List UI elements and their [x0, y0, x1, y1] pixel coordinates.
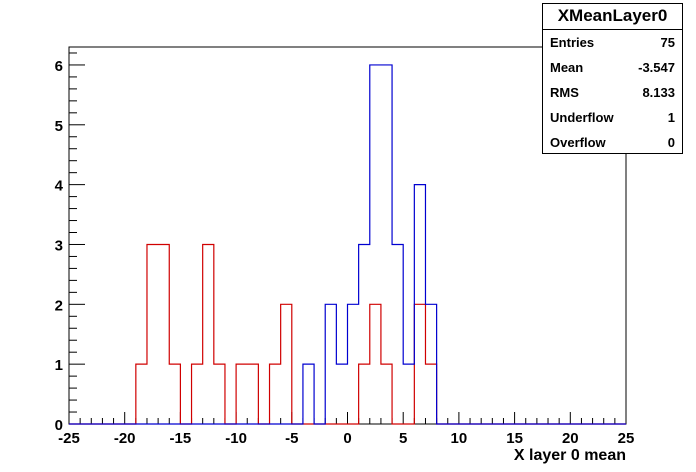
y-tick-label: 6 — [55, 58, 63, 75]
x-tick-label: 5 — [399, 430, 407, 447]
stats-label: Mean — [550, 60, 584, 75]
x-axis-label: X layer 0 mean — [514, 447, 626, 464]
x-tick-label: 25 — [618, 430, 635, 447]
y-tick-label: 1 — [55, 357, 63, 374]
stats-value: 75 — [660, 35, 675, 50]
stats-row-mean: Mean -3.547 — [543, 55, 682, 80]
stats-value: 1 — [667, 110, 675, 125]
y-tick-label: 0 — [55, 417, 63, 434]
y-tick-label: 4 — [55, 178, 64, 195]
x-tick-label: -10 — [225, 430, 247, 447]
x-tick-label: -5 — [285, 430, 298, 447]
stats-row-underflow: Underflow 1 — [543, 105, 682, 130]
x-tick-label: 20 — [562, 430, 579, 447]
x-tick-label: 10 — [451, 430, 468, 447]
y-tick-label: 3 — [55, 237, 63, 254]
histogram-series-2 — [69, 64, 626, 425]
stats-value: -3.547 — [638, 60, 675, 75]
stats-row-overflow: Overflow 0 — [543, 130, 682, 155]
stats-label: Underflow — [550, 110, 614, 125]
stats-title: XMeanLayer0 — [543, 4, 682, 30]
stats-value: 0 — [667, 135, 675, 150]
stats-value: 8.133 — [642, 85, 675, 100]
stats-label: Entries — [550, 35, 595, 50]
x-tick-label: -15 — [170, 430, 192, 447]
stats-label: Overflow — [550, 135, 606, 150]
stats-row-entries: Entries 75 — [543, 30, 682, 55]
x-tick-label: -20 — [114, 430, 136, 447]
x-tick-label: 15 — [506, 430, 523, 447]
x-tick-label: -25 — [58, 430, 80, 447]
y-tick-label: 5 — [55, 118, 63, 135]
stats-box: XMeanLayer0 Entries 75 Mean -3.547 RMS 8… — [542, 3, 683, 154]
stats-label: RMS — [550, 85, 579, 100]
histogram-series-1 — [69, 243, 626, 425]
stats-row-rms: RMS 8.133 — [543, 80, 682, 105]
histogram-series — [69, 64, 626, 425]
y-tick-label: 2 — [55, 297, 63, 314]
x-tick-label: 0 — [343, 430, 351, 447]
axis-tick-labels: -25 -20 -15 -10 -5 0 5 10 15 20 25 0 1 2 3 4 5 6 — [55, 58, 635, 447]
